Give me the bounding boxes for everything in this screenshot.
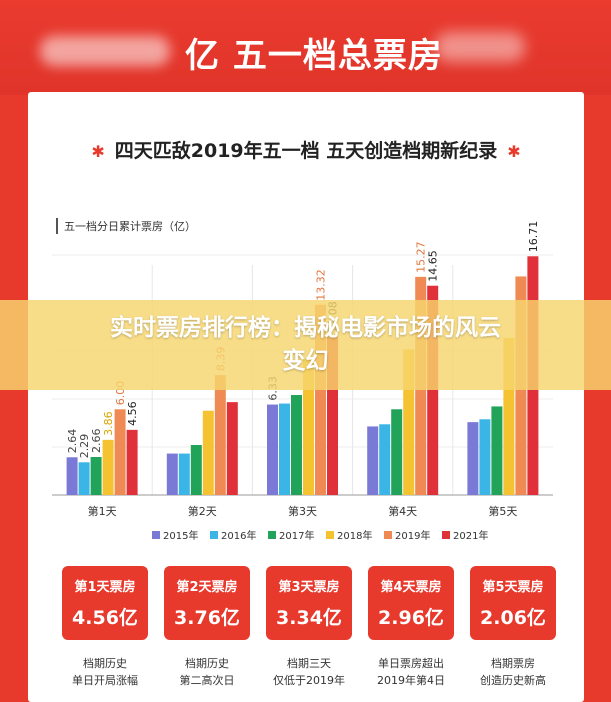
star-icon: ✱ [507,142,521,161]
stat-card-title: 第3天票房 [278,580,340,595]
bar-chart: 第1天第2天第3天第4天第5天2.642.292.663.866.004.568… [52,221,553,542]
bar-2021年-第2天 [226,402,238,495]
data-label: 3.86 [102,411,115,436]
bar-2016年-第2天 [178,453,190,495]
stat-card-value: 3.34亿 [276,607,342,629]
legend-swatch-2019年 [384,531,392,539]
stat-note-line: 档期历史 [185,657,229,670]
top-banner: 亿 五一档总票房 [0,0,611,95]
bar-2015年-第4天 [367,426,379,495]
stat-note-line: 仅低于2019年 [273,674,345,687]
stat-note-line: 第二高次日 [179,674,235,687]
legend-swatch-2018年 [326,531,334,539]
stat-card-title: 第4天票房 [380,580,442,595]
legend-swatch-2015年 [152,531,160,539]
stat-card-title: 第5天票房 [482,580,544,595]
stat-card-note: 档期历史 第二高次日 [157,655,257,689]
bar-2018年-第1天 [102,439,114,495]
legend-swatch-2021年 [442,531,450,539]
stat-card-title: 第1天票房 [74,580,136,595]
x-tick-label: 第4天 [388,504,417,518]
bar-2017年-第2天 [190,445,202,495]
x-tick-label: 第3天 [288,504,317,518]
blurred-banner-text [40,36,170,66]
bar-2016年-第5天 [479,419,491,495]
x-tick-label: 第5天 [488,504,517,518]
legend-swatch-2017年 [268,531,276,539]
legend-label: 2016年 [221,529,256,542]
overlay-line-1: 实时票房排行榜：揭秘电影市场的风云 [110,315,501,341]
overlay-line-2: 变幻 [282,348,329,374]
legend-label: 2017年 [279,529,314,542]
stat-card: 第3天票房 3.34亿 [266,566,352,640]
y-axis-label: 五一档分日累计票房（亿） [56,218,196,234]
stat-card-note: 档期三天仅低于2019年 [259,655,359,689]
bar-2019年-第3天 [315,304,326,495]
bar-2018年-第3天 [303,359,314,495]
stat-card-value: 4.56亿 [72,607,138,629]
bar-2017年-第1天 [90,457,102,495]
data-label: 2.64 [66,429,79,454]
bar-2021年-第1天 [126,429,138,495]
legend-label: 2015年 [163,529,198,542]
data-label: 2.29 [78,434,91,459]
data-label: 4.56 [126,401,139,426]
stat-note-line: 单日票房超出 [378,657,444,670]
stat-card-note: 单日票房超出 2019年第4日 [361,655,461,689]
stat-note-line: 2019年第4日 [377,674,445,687]
stat-card: 第2天票房 3.76亿 [164,566,250,640]
overlay-band [0,300,611,390]
bar-2016年-第4天 [379,424,391,495]
star-icon: ✱ [91,142,105,161]
bar-2019年-第2天 [214,375,226,495]
data-label: 16.71 [527,221,540,253]
blurred-banner-text [435,32,525,62]
stat-card: 第5天票房 2.06亿 [470,566,556,640]
data-label: 14.65 [427,250,440,282]
overlay-caption: 实时票房排行榜：揭秘电影市场的风云 变幻 [20,312,591,378]
stat-card-note: 档期票房创造历史新高 [463,655,563,689]
bar-2015年-第1天 [66,457,78,495]
bar-2016年-第1天 [78,462,90,495]
stat-card-value: 2.96亿 [378,607,444,629]
data-label: 15.27 [415,241,428,273]
legend-label: 2021年 [453,529,488,542]
legend-swatch-2016年 [210,531,218,539]
bar-2018年-第2天 [202,410,214,495]
stat-card-title: 第2天票房 [176,580,238,595]
banner-title: 亿 五一档总票房 [185,36,443,76]
stat-note-line: 单日开局涨幅 [72,674,138,687]
bar-2015年-第5天 [467,422,479,495]
stat-note-line: 创造历史新高 [480,674,546,687]
bar-2021年-第4天 [427,285,439,495]
bar-2017年-第5天 [491,406,503,495]
x-tick-label: 第2天 [188,504,217,518]
bar-2016年-第3天 [279,403,290,495]
legend-label: 2019年 [395,529,430,542]
bar-2018年-第4天 [403,349,415,495]
bar-2015年-第3天 [267,404,278,495]
chart-headline: ✱ 四天匹敌2019年五一档 五天创造档期新纪录 ✱ [28,136,584,163]
stat-card-value: 2.06亿 [480,607,546,629]
stat-card-note: 档期历史单日开局涨幅 [55,655,155,689]
data-label: 13.32 [315,269,328,301]
data-label: 2.66 [90,429,103,454]
bar-2021年-第3天 [327,336,338,495]
stat-card: 第4天票房 2.96亿 [368,566,454,640]
stat-card: 第1天票房 4.56亿 [62,566,148,640]
bar-2019年-第1天 [114,409,126,495]
bar-2017年-第4天 [391,409,403,495]
bar-2018年-第5天 [503,337,515,495]
bar-2017年-第3天 [291,395,302,495]
x-tick-label: 第1天 [88,504,117,518]
stat-card-value: 3.76亿 [174,607,240,629]
legend-label: 2018年 [337,529,372,542]
headline-text: 四天匹敌2019年五一档 五天创造档期新纪录 [114,140,498,162]
stat-note-line: 档期历史 [83,657,127,670]
bar-2015年-第2天 [166,453,178,495]
stat-note-line: 档期票房 [491,657,535,670]
stat-note-line: 档期三天 [287,657,331,670]
